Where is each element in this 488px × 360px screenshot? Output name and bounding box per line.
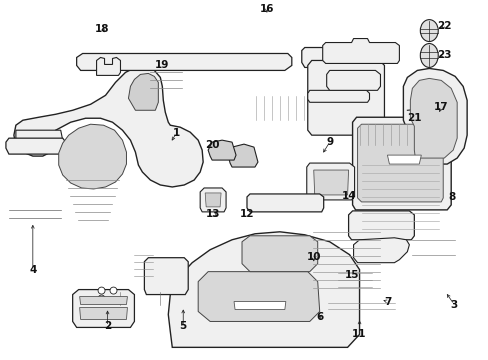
Polygon shape [348,211,413,240]
Polygon shape [73,289,134,328]
Polygon shape [409,78,456,158]
Text: 16: 16 [259,4,274,14]
Polygon shape [352,117,450,210]
Polygon shape [80,297,127,305]
Text: 11: 11 [351,329,366,339]
Ellipse shape [98,287,105,294]
Polygon shape [386,155,421,164]
Polygon shape [246,194,323,212]
Text: 10: 10 [306,252,320,262]
Polygon shape [77,54,291,71]
Polygon shape [168,232,359,347]
Text: 2: 2 [103,321,111,332]
Polygon shape [227,144,258,167]
Polygon shape [326,71,380,90]
Polygon shape [307,90,369,102]
Ellipse shape [98,295,105,302]
Polygon shape [403,68,466,164]
Polygon shape [198,272,319,321]
Polygon shape [59,124,126,189]
Text: 5: 5 [179,321,186,332]
Polygon shape [301,48,344,67]
Polygon shape [307,60,384,135]
Polygon shape [128,73,158,110]
Polygon shape [200,188,225,212]
Text: 20: 20 [204,140,219,150]
Polygon shape [208,140,236,160]
Text: 8: 8 [447,192,455,202]
Text: 18: 18 [95,24,110,33]
Text: 9: 9 [325,137,332,147]
Text: 3: 3 [449,300,457,310]
Polygon shape [322,39,399,63]
Text: 12: 12 [239,209,254,219]
Polygon shape [205,193,221,207]
Text: 22: 22 [436,21,450,31]
Text: 4: 4 [29,265,37,275]
Text: 14: 14 [342,191,356,201]
Polygon shape [80,307,127,319]
Ellipse shape [420,20,437,41]
Polygon shape [16,130,62,145]
Text: 21: 21 [406,113,421,123]
Polygon shape [353,238,408,263]
Polygon shape [242,236,317,272]
Text: 23: 23 [436,50,450,60]
Polygon shape [96,58,120,75]
Ellipse shape [426,106,435,114]
Text: 15: 15 [344,270,358,280]
Text: 1: 1 [172,128,180,138]
Polygon shape [6,138,65,154]
Polygon shape [306,163,354,200]
Text: 7: 7 [383,297,390,306]
Ellipse shape [420,44,437,67]
Text: 17: 17 [433,102,447,112]
Ellipse shape [110,287,117,294]
Text: 19: 19 [155,60,169,71]
Polygon shape [357,124,442,202]
Polygon shape [144,258,188,294]
Polygon shape [14,67,203,187]
Polygon shape [234,302,285,310]
Polygon shape [313,170,348,195]
Text: 6: 6 [315,312,323,323]
Text: 13: 13 [205,209,220,219]
